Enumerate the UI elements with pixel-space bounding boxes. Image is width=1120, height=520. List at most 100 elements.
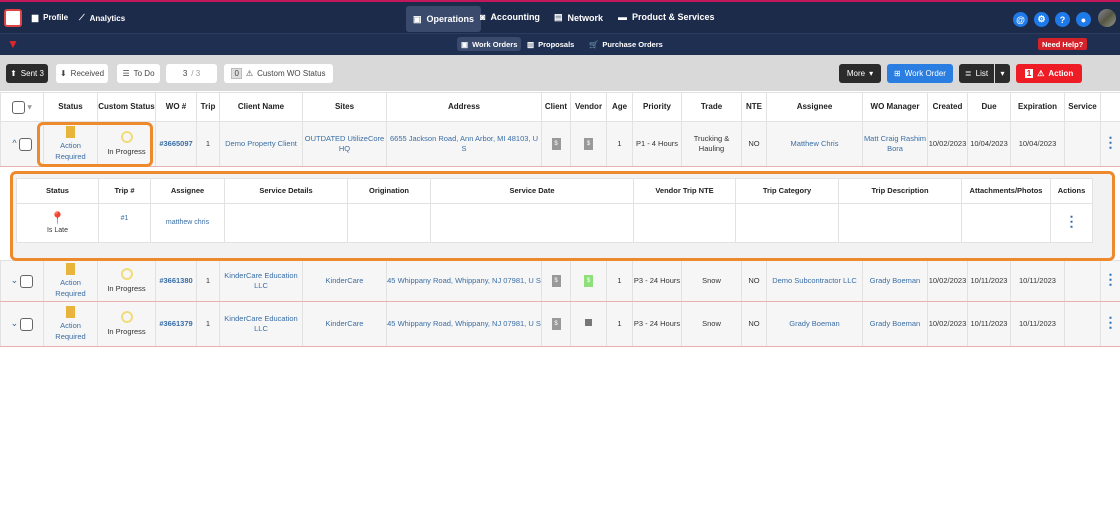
row-toggle[interactable]: ⌄ bbox=[0, 260, 44, 302]
select-all[interactable]: ▾ bbox=[0, 92, 44, 122]
status-cell[interactable]: Action Required bbox=[43, 260, 98, 302]
help-icon[interactable]: ? bbox=[1055, 12, 1070, 27]
gear-icon[interactable]: ⚙ bbox=[1034, 12, 1049, 27]
col-expiration[interactable]: Expiration bbox=[1010, 92, 1065, 122]
col-wo-manager[interactable]: WO Manager bbox=[862, 92, 928, 122]
filter-icon[interactable]: ▼ bbox=[7, 37, 19, 51]
row-actions-menu[interactable]: ⋮ bbox=[1100, 301, 1120, 347]
row-actions-menu[interactable]: ⋮ bbox=[1100, 260, 1120, 302]
kebab-icon[interactable]: ⋮ bbox=[1064, 212, 1079, 229]
row-checkbox[interactable] bbox=[18, 137, 32, 151]
assignee[interactable]: Demo Subcontractor LLC bbox=[766, 260, 863, 302]
subnav-purchase-orders[interactable]: 🛒 Purchase Orders bbox=[589, 39, 663, 49]
site-name[interactable]: KinderCare bbox=[302, 301, 387, 347]
client-name[interactable]: Demo Property Client bbox=[219, 121, 303, 167]
client-invoice[interactable]: $ bbox=[541, 121, 571, 167]
trip-actions-menu[interactable]: ⋮ bbox=[1050, 203, 1093, 243]
client-invoice[interactable]: $ bbox=[541, 260, 571, 302]
subnav-work-orders[interactable]: ▣ Work Orders bbox=[457, 37, 522, 51]
col-service[interactable]: Service bbox=[1064, 92, 1101, 122]
company-logo[interactable] bbox=[4, 9, 22, 27]
col-priority[interactable]: Priority bbox=[632, 92, 682, 122]
nav-analytics[interactable]: ⟋ Analytics bbox=[79, 13, 126, 23]
nav-accounting[interactable]: ◙ Accounting bbox=[480, 12, 540, 22]
kebab-icon[interactable]: ⋮ bbox=[1103, 313, 1118, 330]
table-row[interactable]: ⌄ Action Required In Progress #3661379 1 Kin… bbox=[0, 301, 1120, 347]
list-view-dropdown[interactable]: ▾ bbox=[995, 64, 1010, 83]
address[interactable]: 45 Whippany Road, Whippany, NJ 07981, U … bbox=[386, 260, 542, 302]
col-vendor[interactable]: Vendor bbox=[570, 92, 607, 122]
wo-number[interactable]: #3665097 bbox=[155, 121, 197, 167]
chat-icon[interactable]: ● bbox=[1076, 12, 1091, 27]
todo-button[interactable]: ☰ To Do bbox=[117, 64, 160, 83]
invoice-file-icon[interactable]: $ bbox=[551, 275, 561, 287]
wo-manager[interactable]: Grady Boeman bbox=[862, 301, 928, 347]
wo-number[interactable]: #3661380 bbox=[155, 260, 197, 302]
custom-wo-status-button[interactable]: 0 ⚠ Custom WO Status bbox=[224, 64, 333, 83]
invoice-file-icon[interactable]: $ bbox=[584, 275, 593, 287]
col-nte[interactable]: NTE bbox=[741, 92, 767, 122]
col-assignee[interactable]: Assignee bbox=[766, 92, 863, 122]
more-button[interactable]: More ▾ bbox=[839, 64, 881, 83]
row-toggle[interactable]: ^ bbox=[0, 121, 44, 167]
chevron-down-icon[interactable]: ⌄ bbox=[10, 275, 19, 286]
subnav-proposals[interactable]: ▥ Proposals bbox=[527, 39, 575, 49]
address[interactable]: 45 Whippany Road, Whippany, NJ 07981, U … bbox=[386, 301, 542, 347]
col-sites[interactable]: Sites bbox=[302, 92, 387, 122]
kebab-icon[interactable]: ⋮ bbox=[1103, 270, 1118, 287]
col-client-name[interactable]: Client Name bbox=[219, 92, 303, 122]
need-help-button[interactable]: Need Help? bbox=[1038, 38, 1088, 50]
sent-button[interactable]: ⬆ Sent 3 bbox=[6, 64, 48, 83]
vendor-invoice[interactable] bbox=[570, 301, 607, 347]
col-created[interactable]: Created bbox=[927, 92, 968, 122]
nav-product-services[interactable]: ▬ Product & Services bbox=[618, 12, 715, 22]
wo-manager[interactable]: Grady Boeman bbox=[862, 260, 928, 302]
row-checkbox[interactable] bbox=[20, 274, 34, 288]
vendor-invoice[interactable]: $ bbox=[570, 260, 607, 302]
col-trip[interactable]: Trip bbox=[196, 92, 220, 122]
avatar[interactable] bbox=[1098, 9, 1116, 27]
new-work-order-button[interactable]: ⊞ Work Order bbox=[887, 64, 953, 83]
nav-profile[interactable]: ▆ Profile bbox=[32, 13, 69, 22]
assignee[interactable]: Matthew Chris bbox=[766, 121, 863, 167]
col-age[interactable]: Age bbox=[606, 92, 633, 122]
client-invoice[interactable]: $ bbox=[541, 301, 571, 347]
wo-manager[interactable]: Matt Craig Rashim Bora bbox=[862, 121, 928, 167]
chevron-down-icon[interactable]: ⌄ bbox=[10, 318, 19, 329]
col-address[interactable]: Address bbox=[386, 92, 542, 122]
site-name[interactable]: OUTDATED UtilizeCore HQ bbox=[302, 121, 387, 167]
table-row[interactable]: ⌄ Action Required In Progress #3661380 1 Kin… bbox=[0, 260, 1120, 302]
trip-assignee[interactable]: matthew chris bbox=[150, 203, 225, 243]
col-wo[interactable]: WO # bbox=[155, 92, 197, 122]
col-trade[interactable]: Trade bbox=[681, 92, 742, 122]
page-counter[interactable]: 3/ 3 bbox=[166, 64, 217, 83]
row-actions-menu[interactable]: ⋮ bbox=[1100, 121, 1120, 167]
chevron-up-icon[interactable]: ^ bbox=[12, 138, 17, 149]
at-icon[interactable]: @ bbox=[1013, 12, 1028, 27]
client-name[interactable]: KinderCare Education LLC bbox=[219, 260, 303, 302]
square-icon[interactable] bbox=[585, 318, 592, 326]
caret-down-icon[interactable]: ▾ bbox=[27, 102, 32, 112]
list-view-button[interactable]: ≣ List bbox=[959, 64, 994, 83]
site-name[interactable]: KinderCare bbox=[302, 260, 387, 302]
wo-number[interactable]: #3661379 bbox=[155, 301, 197, 347]
status-cell[interactable]: Action Required bbox=[43, 121, 98, 167]
received-button[interactable]: ⬇ Received bbox=[56, 64, 108, 83]
invoice-file-icon[interactable]: $ bbox=[551, 318, 561, 330]
col-status[interactable]: Status bbox=[43, 92, 98, 122]
col-due[interactable]: Due bbox=[967, 92, 1011, 122]
trip-number[interactable]: #1 bbox=[98, 203, 151, 243]
invoice-file-icon[interactable]: $ bbox=[584, 138, 593, 150]
invoice-file-icon[interactable]: $ bbox=[551, 138, 561, 150]
vendor-invoice[interactable]: $ bbox=[570, 121, 607, 167]
table-row[interactable]: ^ Action Required In Progress #3665097 1 Dem… bbox=[0, 121, 1120, 167]
kebab-icon[interactable]: ⋮ bbox=[1103, 133, 1118, 150]
nav-network[interactable]: ▤ Network bbox=[554, 12, 604, 23]
row-toggle[interactable]: ⌄ bbox=[0, 301, 44, 347]
nav-operations[interactable]: ▣ Operations bbox=[406, 6, 482, 32]
col-custom-status[interactable]: Custom Status bbox=[97, 92, 156, 122]
status-cell[interactable]: Action Required bbox=[43, 301, 98, 347]
address[interactable]: 6655 Jackson Road, Ann Arbor, MI 48103, … bbox=[386, 121, 542, 167]
select-all-checkbox[interactable] bbox=[12, 100, 26, 114]
assignee[interactable]: Grady Boeman bbox=[766, 301, 863, 347]
